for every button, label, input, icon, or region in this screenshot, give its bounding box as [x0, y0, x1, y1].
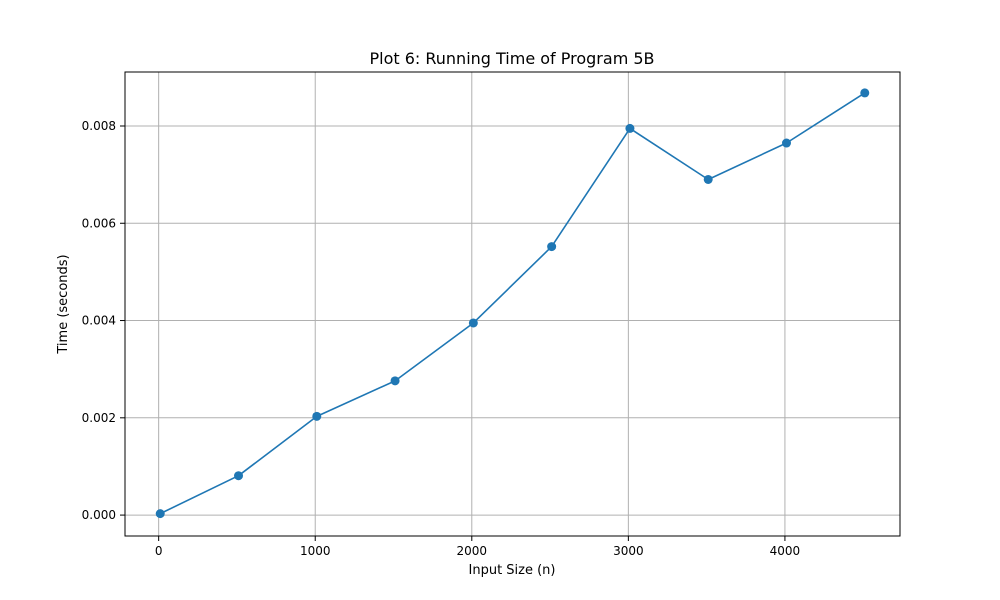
data-point: [547, 242, 557, 252]
data-point: [234, 471, 244, 481]
x-tick-label: 3000: [613, 544, 644, 558]
data-point: [703, 174, 713, 184]
data-point: [781, 138, 791, 148]
x-axis-label: Input Size (n): [469, 563, 556, 578]
data-point: [312, 411, 322, 421]
y-axis-label: Time (seconds): [56, 254, 71, 354]
axes-frame: [124, 71, 901, 537]
x-tick-label: 0: [155, 544, 163, 558]
y-tick-label: 0.008: [82, 119, 116, 133]
x-tick-label: 2000: [457, 544, 488, 558]
axis-ticks: 0 1000 2000 3000 4000 0.000 0.002 0.004 0.006 0.0…: [82, 119, 801, 558]
data-point: [390, 376, 400, 386]
grid: [125, 72, 900, 536]
data-point: [860, 88, 870, 98]
data-point: [625, 123, 635, 133]
x-tick-label: 4000: [770, 544, 801, 558]
y-tick-label: 0.000: [82, 508, 116, 522]
chart-title: Plot 6: Running Time of Program 5B: [369, 49, 654, 68]
y-tick-label: 0.002: [82, 411, 116, 425]
y-tick-label: 0.004: [82, 314, 116, 328]
data-series: [155, 88, 870, 519]
series-line: [159, 92, 866, 515]
data-point: [155, 509, 165, 519]
x-tick-label: 1000: [300, 544, 331, 558]
data-point: [468, 318, 478, 328]
y-tick-label: 0.006: [82, 216, 116, 230]
